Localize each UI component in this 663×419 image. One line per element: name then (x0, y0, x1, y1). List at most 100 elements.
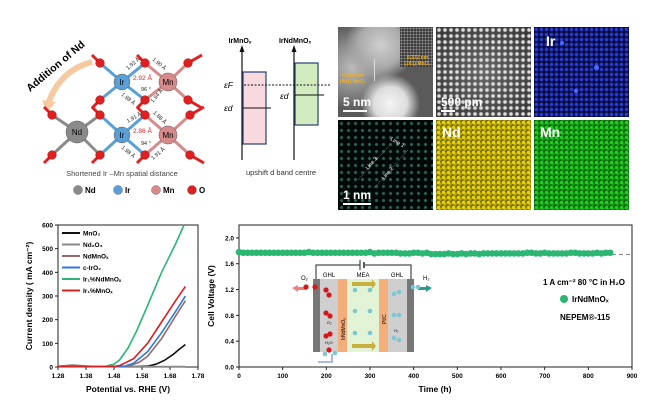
mn-atom (158, 125, 178, 145)
d-label-left: εd (224, 103, 233, 113)
ir-map: Ir (534, 27, 629, 117)
legend-swatch-mn (151, 185, 161, 195)
x-tick-label: 0 (237, 373, 241, 380)
lattice-annotation: 0.372 nm (201) MnO₂ (404, 55, 431, 67)
data-point (606, 249, 614, 257)
ir-mn-distance-top: 2.92 Å (133, 73, 152, 82)
line-2-label: Line 2 (381, 166, 395, 181)
oxygen-bubble (327, 313, 333, 319)
band-right-title: IrNdMnOₓ (279, 38, 312, 45)
y-tick-label: 200 (42, 317, 53, 324)
hydrogen-bubble (391, 291, 397, 297)
x-tick-label: 800 (583, 373, 594, 380)
hydrogen-bubble (352, 330, 358, 336)
angle-label: 96 ° (141, 87, 151, 93)
hydrogen-bubble (322, 351, 328, 357)
hydrogen-bubble (391, 335, 397, 341)
legend-label: MnO₂ (83, 231, 100, 238)
mea-label: MEA (356, 273, 369, 279)
membrane-annotation: NEPEM®-115 (560, 313, 610, 322)
structure-caption: Shortened Ir –Mn spatial distance (66, 169, 178, 178)
oxygen-bubble (327, 331, 333, 337)
mn-map: Mn (534, 120, 629, 210)
line-profile-image: Line 3 Line 1 Line 2 1 nm (338, 120, 433, 210)
y-tick-label: 100 (42, 341, 53, 348)
line-1-label: Line 1 (389, 137, 405, 150)
h2-label: H₂ (423, 276, 430, 282)
cathode-layer (379, 279, 388, 352)
nd-atom (65, 120, 89, 144)
legend-swatch-o (187, 185, 197, 195)
oxygen-atom (95, 95, 105, 105)
o2-label: O₂ (301, 276, 309, 282)
scale-label: 1 nm (343, 188, 372, 202)
oxygen-atom (95, 150, 105, 160)
band-diagram: IrMnOₓ IrNdMnOₓ εF εd εd upshift d band … (224, 38, 330, 177)
hydrogen-bubble (391, 312, 397, 318)
legend-label: Ir₁%MnOₓ (83, 288, 113, 295)
line-3-label: Line 3 (365, 156, 379, 171)
oxygen-atom (140, 58, 150, 68)
x-tick-label: 200 (321, 373, 332, 380)
oxygen-bubble (312, 284, 318, 290)
series-line-3 (58, 295, 187, 368)
oxygen-bubble (323, 287, 329, 293)
oxygen-atom (140, 150, 150, 160)
haadf-image: 0.269 nm (401) MnO₂ 0.372 nm (201) MnO₂ … (338, 27, 433, 117)
x-tick-label: 400 (408, 373, 419, 380)
y-tick-label: 1.2 (225, 287, 234, 294)
electrolyzer-schematic: GHL MEA GHL IrNdMnOₓ Pt/C O₂ H₂ O₂ H₂O H… (292, 260, 432, 363)
oxygen-bubble (303, 284, 309, 290)
hydrogen-bubble (367, 308, 373, 314)
oxygen-bubble (326, 292, 332, 298)
oxygen-bubble (323, 310, 329, 316)
x-tick-label: 600 (496, 373, 507, 380)
mn-map-label: Mn (540, 124, 561, 140)
legend-label: c-IrO₂ (83, 265, 101, 272)
angle-label: 94 ° (141, 141, 151, 147)
legend-label: NdMnOₓ (83, 254, 109, 261)
y-tick-label: 0.0 (225, 365, 234, 372)
x-axis-label: Time (h) (419, 384, 452, 394)
end-plate-left (313, 279, 320, 352)
x-tick-label: 900 (627, 373, 638, 380)
condition-annotation: 1 A cm⁻² 80 °C in H₂O (543, 278, 625, 287)
ir-atom (113, 73, 131, 91)
bond-label: 1.98 Å (120, 91, 137, 107)
anode-label: IrNdMnOₓ (341, 318, 347, 340)
o2-small-label: O₂ (327, 320, 332, 325)
addition-arrowhead (42, 100, 56, 112)
series-line-0 (58, 343, 186, 368)
oxygen-bubble (326, 347, 332, 353)
x-tick-label: 1.28 (52, 373, 65, 380)
lattice-annotation: 0.269 nm (401) MnO₂ (339, 73, 367, 85)
h2-small-label: H₂ (394, 328, 399, 333)
hydrogen-bubble (352, 287, 358, 293)
hydrogen-bubble (367, 330, 373, 336)
nd-atom-label: Nd (72, 128, 82, 137)
legend-label-o: O (199, 186, 205, 195)
scale-label: 5 nm (343, 95, 372, 109)
x-axis-label: Potential vs. RHE (V) (86, 384, 170, 394)
plot-frame (238, 224, 633, 368)
hydrogen-bubble (396, 289, 402, 295)
x-tick-label: 700 (539, 373, 550, 380)
y-tick-label: 0.4 (225, 339, 234, 346)
haadf-inset (400, 27, 433, 67)
ir-atom-label: Ir (120, 131, 125, 140)
x-tick-label: 1.78 (192, 373, 205, 380)
hydrogen-bubble (352, 308, 358, 314)
nd-map: Nd (436, 120, 531, 210)
x-tick-label: 1.68 (164, 373, 177, 380)
water-inlet-icon (318, 354, 333, 363)
x-tick-label: 100 (277, 373, 288, 380)
oxygen-bubble (323, 333, 329, 339)
x-tick-label: 300 (365, 373, 376, 380)
oxygen-atom (183, 95, 193, 105)
series-line-4 (58, 224, 185, 368)
legend-label-nd: Nd (85, 186, 96, 195)
band-caption: upshift d band centre (246, 168, 316, 177)
hydrogen-bubble (410, 284, 416, 290)
scale-bar: 5 nm (343, 95, 371, 112)
